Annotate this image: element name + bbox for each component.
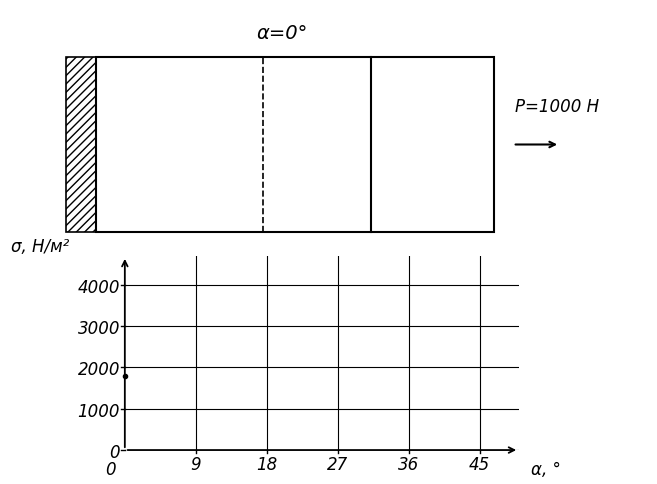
Bar: [97, 58, 494, 232]
Text: 0: 0: [104, 460, 116, 478]
Bar: [66, 58, 97, 232]
Text: P=1000 H: P=1000 H: [515, 98, 599, 116]
Text: α, °: α, °: [531, 460, 560, 478]
Text: σ, Н/м²: σ, Н/м²: [11, 237, 70, 255]
Text: α=0°: α=0°: [257, 24, 308, 43]
